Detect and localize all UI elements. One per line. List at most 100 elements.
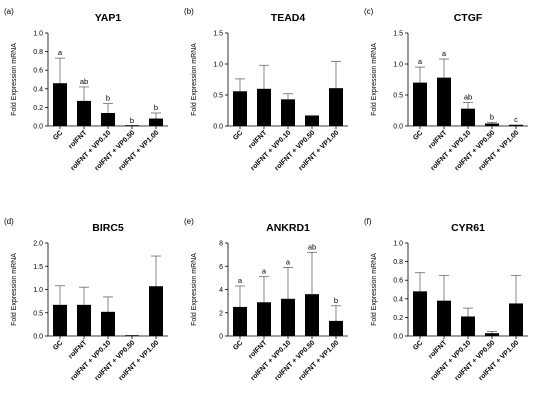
- y-tick-label: 0.6: [33, 68, 43, 75]
- y-tick-label: 6: [219, 264, 223, 271]
- y-axis-label: Fold Expression mRNA: [11, 253, 18, 326]
- y-axis-label: Fold Expression mRNA: [11, 43, 18, 116]
- panel-label: (a): [4, 7, 14, 16]
- y-tick-label: 0.4: [33, 86, 43, 93]
- chart-title: YAP1: [95, 12, 122, 24]
- y-axis-label: Fold Expression mRNA: [191, 43, 198, 116]
- bar: [257, 302, 271, 336]
- bar: [149, 118, 163, 126]
- significance-letter: a: [238, 276, 243, 285]
- bar: [305, 115, 319, 126]
- y-tick-label: 1.0: [33, 31, 43, 38]
- significance-letter: ab: [464, 92, 472, 101]
- bar: [437, 77, 451, 126]
- x-tick-label: rolFNT: [428, 129, 449, 150]
- x-tick-label: rolFNT: [68, 129, 89, 150]
- y-tick-label: 0: [219, 334, 223, 341]
- y-tick-label: 0.2: [393, 315, 403, 322]
- significance-letter: ab: [80, 77, 88, 86]
- bar: [257, 88, 271, 126]
- bar: [77, 304, 91, 336]
- bar: [461, 316, 475, 336]
- y-tick-label: 8: [219, 241, 223, 248]
- bar: [53, 304, 67, 336]
- x-tick-label: rolFNT: [248, 339, 269, 360]
- bar: [101, 311, 115, 336]
- significance-letter: a: [262, 267, 267, 276]
- bar: [413, 291, 427, 336]
- significance-letter: b: [106, 94, 110, 103]
- bar: [329, 320, 343, 336]
- y-tick-label: 0.0: [33, 124, 43, 131]
- bar: [485, 123, 499, 126]
- significance-letter: a: [286, 257, 291, 266]
- x-tick-label: GC: [412, 339, 424, 351]
- x-tick-label: GC: [232, 129, 244, 141]
- bar: [233, 306, 247, 336]
- y-tick-label: 1.5: [393, 31, 403, 38]
- y-tick-label: 1.5: [213, 31, 223, 38]
- significance-letter: a: [418, 57, 423, 66]
- significance-letter: ab: [308, 242, 316, 251]
- significance-letter: b: [490, 112, 494, 121]
- bar: [125, 125, 139, 126]
- y-tick-label: 0.5: [213, 93, 223, 100]
- y-tick-label: 0.6: [393, 278, 403, 285]
- chart-title: CTGF: [454, 12, 483, 24]
- bar: [413, 82, 427, 126]
- significance-letter: c: [514, 115, 518, 124]
- y-tick-label: 0.5: [33, 310, 43, 317]
- y-tick-label: 1.0: [393, 241, 403, 248]
- significance-letter: b: [334, 296, 338, 305]
- y-tick-label: 2.0: [33, 241, 43, 248]
- y-tick-label: 1.0: [393, 62, 403, 69]
- bar: [509, 124, 523, 126]
- y-tick-label: 0.2: [33, 105, 43, 112]
- bar: [281, 99, 295, 126]
- chart-title: BIRC5: [92, 222, 124, 234]
- y-tick-label: 0.4: [393, 296, 403, 303]
- panel-label: (d): [4, 217, 14, 226]
- y-tick-label: 0.5: [393, 93, 403, 100]
- y-tick-label: 0.8: [393, 259, 403, 266]
- y-tick-label: 0.0: [393, 334, 403, 341]
- bar: [437, 300, 451, 336]
- bar: [149, 286, 163, 336]
- panel-label: (e): [184, 217, 194, 226]
- bar: [509, 303, 523, 336]
- significance-letter: b: [130, 116, 134, 125]
- chart-title: ANKRD1: [266, 222, 310, 234]
- x-tick-label: GC: [52, 129, 64, 141]
- y-tick-label: 2: [219, 310, 223, 317]
- bar: [77, 100, 91, 126]
- y-tick-label: 4: [219, 287, 223, 294]
- bar: [305, 294, 319, 336]
- significance-letter: a: [58, 48, 63, 57]
- x-tick-label: rolFNT: [68, 339, 89, 360]
- panel-label: (f): [364, 217, 372, 226]
- y-axis-label: Fold Expression mRNA: [191, 253, 198, 326]
- bar: [233, 91, 247, 126]
- y-tick-label: 1.0: [33, 287, 43, 294]
- bar: [125, 335, 139, 336]
- significance-letter: b: [154, 103, 158, 112]
- y-tick-label: 1.5: [33, 264, 43, 271]
- x-tick-label: rolFNT: [248, 129, 269, 150]
- significance-letter: a: [442, 49, 447, 58]
- y-tick-label: 0.8: [33, 49, 43, 56]
- x-tick-label: rolFNT: [428, 339, 449, 360]
- y-tick-label: 0.0: [213, 124, 223, 131]
- chart-title: TEAD4: [271, 12, 306, 24]
- y-tick-label: 0.0: [33, 334, 43, 341]
- bar: [329, 88, 343, 126]
- y-axis-label: Fold Expression mRNA: [371, 43, 378, 116]
- bar: [485, 333, 499, 336]
- y-tick-label: 1.0: [213, 62, 223, 69]
- bar: [53, 83, 67, 126]
- y-axis-label: Fold Expression mRNA: [371, 253, 378, 326]
- bar: [281, 298, 295, 336]
- bar: [461, 108, 475, 126]
- panel-label: (c): [364, 7, 374, 16]
- chart-title: CYR61: [451, 222, 485, 234]
